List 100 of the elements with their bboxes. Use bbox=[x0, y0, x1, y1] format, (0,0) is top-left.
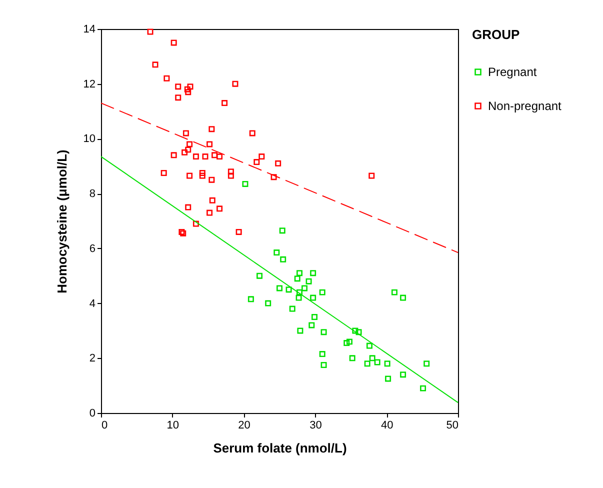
point bbox=[175, 94, 182, 101]
point bbox=[420, 385, 426, 392]
point bbox=[294, 276, 300, 282]
point bbox=[320, 329, 327, 336]
point bbox=[212, 152, 218, 158]
point bbox=[275, 160, 282, 166]
y-tick-label: 6 bbox=[89, 242, 96, 255]
point bbox=[344, 340, 350, 346]
point bbox=[202, 154, 208, 160]
point bbox=[306, 278, 312, 284]
point bbox=[184, 86, 190, 92]
point bbox=[352, 328, 358, 334]
point bbox=[276, 285, 282, 292]
point bbox=[182, 130, 189, 136]
point bbox=[424, 360, 430, 367]
y-tick-label: 2 bbox=[89, 352, 96, 365]
point bbox=[199, 172, 206, 179]
y-tick-label: 8 bbox=[89, 188, 96, 200]
point bbox=[400, 372, 406, 378]
point bbox=[152, 62, 158, 68]
point bbox=[270, 174, 277, 180]
point bbox=[236, 228, 242, 235]
point bbox=[192, 154, 199, 160]
point bbox=[206, 141, 213, 148]
x-tick-label: 10 bbox=[166, 420, 180, 432]
x-tick-label: 30 bbox=[310, 420, 322, 432]
point bbox=[170, 152, 177, 158]
point bbox=[311, 314, 318, 320]
x-tick-label: 20 bbox=[238, 420, 250, 432]
y-tick-label: 14 bbox=[83, 24, 96, 36]
point bbox=[368, 172, 375, 179]
point bbox=[356, 329, 362, 336]
point bbox=[222, 100, 228, 106]
point bbox=[248, 296, 254, 302]
point bbox=[164, 75, 170, 82]
y-tick-label: 12 bbox=[83, 78, 96, 90]
point bbox=[216, 154, 223, 160]
point bbox=[185, 146, 192, 153]
point bbox=[192, 220, 199, 227]
point bbox=[366, 342, 372, 349]
point bbox=[186, 141, 193, 148]
point bbox=[289, 306, 296, 312]
legend-title: GROUP bbox=[472, 27, 520, 42]
point bbox=[249, 130, 256, 136]
point bbox=[256, 272, 263, 279]
point bbox=[296, 289, 302, 296]
x-axis-title: Serum folate (nmol/L) bbox=[213, 440, 347, 456]
point bbox=[369, 355, 376, 362]
point bbox=[185, 89, 192, 96]
point bbox=[297, 328, 304, 334]
point bbox=[242, 180, 248, 187]
point bbox=[258, 154, 265, 160]
point bbox=[319, 351, 326, 358]
point bbox=[208, 176, 215, 183]
point bbox=[391, 289, 398, 296]
point bbox=[206, 210, 213, 216]
point bbox=[310, 270, 316, 276]
y-axis-title: Homocysteine (μmol/L) bbox=[54, 150, 70, 294]
point bbox=[232, 80, 238, 87]
y-tick-label: 0 bbox=[89, 408, 96, 420]
point bbox=[296, 270, 302, 276]
legend-label: Pregnant bbox=[488, 65, 538, 79]
point bbox=[308, 322, 315, 328]
point bbox=[147, 28, 154, 35]
point bbox=[286, 286, 292, 293]
point bbox=[349, 355, 356, 362]
point bbox=[346, 338, 352, 345]
point bbox=[254, 159, 260, 166]
point bbox=[280, 256, 286, 262]
legend-label: Non-pregnant bbox=[488, 99, 562, 113]
point bbox=[187, 84, 194, 90]
point bbox=[400, 294, 406, 301]
point bbox=[301, 285, 308, 292]
point bbox=[186, 172, 193, 179]
x-tick-label: 0 bbox=[102, 420, 108, 432]
point bbox=[170, 40, 177, 46]
point bbox=[199, 170, 206, 176]
point bbox=[385, 376, 392, 382]
point bbox=[296, 294, 302, 301]
y-tick-label: 4 bbox=[89, 298, 96, 310]
x-tick-label: 40 bbox=[380, 420, 394, 432]
point bbox=[185, 204, 192, 210]
point bbox=[175, 84, 182, 90]
point bbox=[319, 289, 326, 296]
point bbox=[209, 197, 216, 204]
point bbox=[279, 228, 286, 234]
point bbox=[182, 149, 188, 156]
point bbox=[310, 294, 316, 301]
point bbox=[364, 360, 370, 367]
point bbox=[374, 359, 380, 366]
point bbox=[265, 300, 272, 306]
point bbox=[208, 126, 215, 132]
y-tick-label: 10 bbox=[83, 133, 96, 146]
x-tick-label: 50 bbox=[446, 420, 458, 432]
point bbox=[384, 360, 390, 367]
point bbox=[216, 206, 223, 212]
point bbox=[320, 362, 327, 368]
point bbox=[228, 172, 234, 179]
point bbox=[160, 170, 167, 176]
point bbox=[274, 250, 280, 256]
